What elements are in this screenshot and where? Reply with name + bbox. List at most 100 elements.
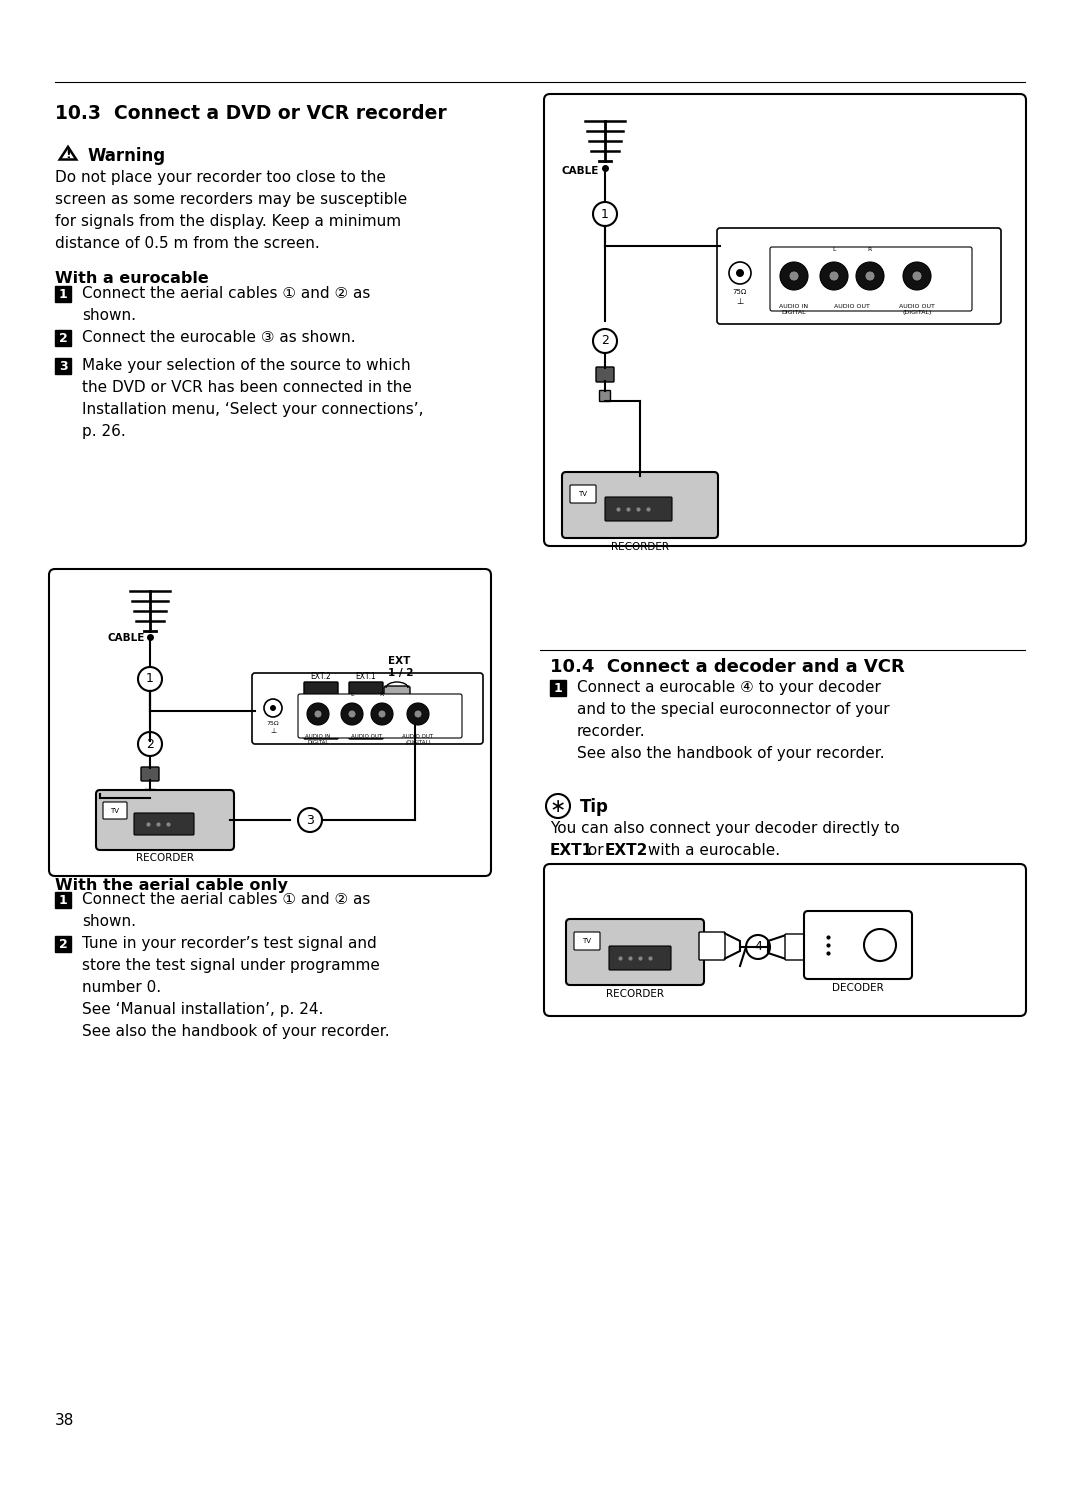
FancyBboxPatch shape: [562, 473, 718, 538]
Text: 4: 4: [754, 941, 761, 954]
Text: Installation menu, ‘Select your connections’,: Installation menu, ‘Select your connecti…: [82, 403, 423, 418]
Text: TV: TV: [110, 808, 120, 814]
FancyBboxPatch shape: [717, 227, 1001, 324]
Text: AUDIO OUT
(DIGITAL): AUDIO OUT (DIGITAL): [403, 734, 433, 744]
Text: 3: 3: [58, 360, 67, 373]
Text: 10.3  Connect a DVD or VCR recorder: 10.3 Connect a DVD or VCR recorder: [55, 104, 447, 123]
Text: L: L: [350, 692, 354, 697]
FancyBboxPatch shape: [785, 935, 809, 960]
Circle shape: [865, 270, 875, 281]
Text: ∗: ∗: [550, 796, 566, 816]
Text: number 0.: number 0.: [82, 979, 161, 996]
FancyBboxPatch shape: [103, 802, 127, 819]
Circle shape: [903, 262, 931, 290]
Text: or: or: [583, 843, 608, 857]
Text: Connect the aerial cables ① and ② as: Connect the aerial cables ① and ② as: [82, 892, 370, 906]
Circle shape: [829, 270, 839, 281]
Text: 2: 2: [602, 334, 609, 348]
Text: Connect the eurocable ③ as shown.: Connect the eurocable ③ as shown.: [82, 330, 355, 345]
FancyBboxPatch shape: [55, 358, 71, 374]
Text: shown.: shown.: [82, 308, 136, 322]
Text: the DVD or VCR has been connected in the: the DVD or VCR has been connected in the: [82, 380, 411, 395]
Circle shape: [378, 710, 386, 718]
Text: 1: 1: [602, 208, 609, 220]
FancyBboxPatch shape: [298, 694, 462, 739]
FancyBboxPatch shape: [252, 673, 483, 744]
Circle shape: [407, 703, 429, 725]
Text: ⊥: ⊥: [737, 297, 744, 306]
FancyBboxPatch shape: [141, 767, 159, 782]
Text: CABLE: CABLE: [107, 633, 145, 643]
FancyBboxPatch shape: [349, 682, 383, 739]
Text: You can also connect your decoder directly to: You can also connect your decoder direct…: [550, 820, 900, 837]
Text: EXT.2: EXT.2: [311, 672, 332, 681]
Text: EXT1: EXT1: [550, 843, 593, 857]
Text: RECORDER: RECORDER: [136, 853, 194, 863]
Text: shown.: shown.: [82, 914, 136, 929]
FancyBboxPatch shape: [605, 496, 672, 522]
FancyBboxPatch shape: [804, 911, 912, 979]
Text: With the aerial cable only: With the aerial cable only: [55, 878, 288, 893]
Text: See also the handbook of your recorder.: See also the handbook of your recorder.: [577, 746, 885, 761]
Text: AUDIO IN
DIGITAL: AUDIO IN DIGITAL: [306, 734, 330, 744]
Circle shape: [780, 262, 808, 290]
FancyBboxPatch shape: [770, 247, 972, 311]
FancyBboxPatch shape: [699, 932, 725, 960]
Text: !: !: [65, 149, 71, 160]
Text: Warning: Warning: [87, 147, 166, 165]
FancyBboxPatch shape: [49, 569, 491, 877]
Text: See ‘Manual installation’, p. 24.: See ‘Manual installation’, p. 24.: [82, 1002, 323, 1016]
Text: Tip: Tip: [580, 798, 609, 816]
Text: R: R: [868, 247, 873, 253]
Circle shape: [341, 703, 363, 725]
Text: L: L: [833, 247, 836, 253]
Text: DECODER: DECODER: [832, 984, 883, 993]
FancyBboxPatch shape: [55, 330, 71, 346]
FancyBboxPatch shape: [303, 682, 338, 739]
Text: CABLE: CABLE: [562, 166, 599, 175]
Text: for signals from the display. Keep a minimum: for signals from the display. Keep a min…: [55, 214, 401, 229]
Text: TV: TV: [582, 938, 592, 944]
Text: Connect the aerial cables ① and ② as: Connect the aerial cables ① and ② as: [82, 285, 370, 302]
Text: See also the handbook of your recorder.: See also the handbook of your recorder.: [82, 1024, 390, 1039]
FancyBboxPatch shape: [570, 484, 596, 502]
FancyBboxPatch shape: [145, 789, 156, 798]
Text: ⊥: ⊥: [270, 728, 276, 734]
Text: 3: 3: [306, 813, 314, 826]
Text: TV: TV: [579, 490, 588, 496]
FancyBboxPatch shape: [573, 932, 600, 950]
Text: AUDIO OUT
(DIGITAL): AUDIO OUT (DIGITAL): [899, 305, 935, 315]
Text: 38: 38: [55, 1413, 75, 1428]
FancyBboxPatch shape: [544, 94, 1026, 545]
Circle shape: [820, 262, 848, 290]
Text: 2: 2: [146, 737, 154, 750]
Text: EXT.1: EXT.1: [355, 672, 376, 681]
Text: recorder.: recorder.: [577, 724, 646, 739]
FancyBboxPatch shape: [55, 285, 71, 302]
Text: and to the special euroconnector of your: and to the special euroconnector of your: [577, 701, 890, 718]
Circle shape: [856, 262, 885, 290]
Text: screen as some recorders may be susceptible: screen as some recorders may be suscepti…: [55, 192, 407, 207]
FancyBboxPatch shape: [566, 918, 704, 985]
Text: Do not place your recorder too close to the: Do not place your recorder too close to …: [55, 169, 386, 184]
Text: RECORDER: RECORDER: [606, 990, 664, 999]
Text: 75Ω: 75Ω: [267, 721, 280, 727]
Text: AUDIO OUT: AUDIO OUT: [351, 734, 382, 739]
Circle shape: [270, 704, 276, 710]
Text: with a eurocable.: with a eurocable.: [643, 843, 780, 857]
FancyBboxPatch shape: [55, 892, 71, 908]
Text: Make your selection of the source to which: Make your selection of the source to whi…: [82, 358, 410, 373]
Text: 1: 1: [146, 673, 154, 685]
Circle shape: [314, 710, 322, 718]
FancyBboxPatch shape: [55, 936, 71, 953]
Text: p. 26.: p. 26.: [82, 424, 125, 438]
FancyBboxPatch shape: [599, 391, 610, 401]
Text: 10.4  Connect a decoder and a VCR: 10.4 Connect a decoder and a VCR: [550, 658, 905, 676]
Text: AUDIO IN
DIGITAL: AUDIO IN DIGITAL: [780, 305, 809, 315]
FancyBboxPatch shape: [609, 947, 671, 970]
Text: 1: 1: [554, 682, 563, 694]
Circle shape: [789, 270, 799, 281]
Circle shape: [735, 269, 744, 276]
Text: 1: 1: [58, 893, 67, 906]
Text: 75Ω: 75Ω: [733, 288, 747, 296]
